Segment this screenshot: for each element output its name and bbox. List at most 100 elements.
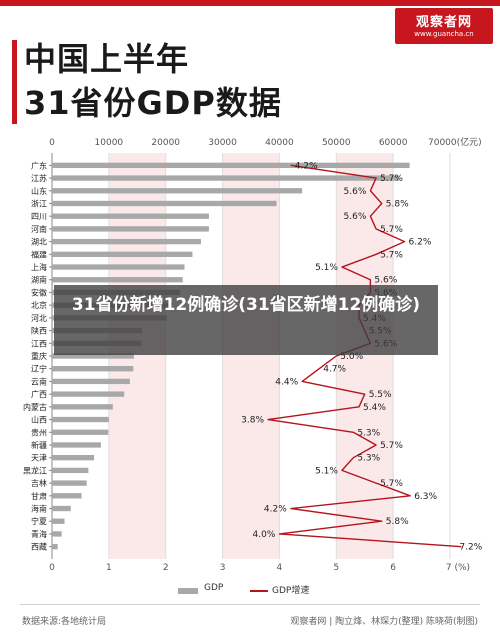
gdp-bar <box>52 175 399 181</box>
gdp-bar <box>52 429 109 435</box>
category-label: 山西 <box>31 415 47 425</box>
growth-value-label: 5.3% <box>357 428 380 438</box>
growth-value-label: 5.6% <box>344 187 367 197</box>
category-label: 贵州 <box>31 427 47 437</box>
category-label: 陕西 <box>31 326 47 336</box>
gdp-bar <box>52 277 183 283</box>
category-label: 北京 <box>31 300 47 310</box>
category-label: 湖北 <box>31 238 47 247</box>
growth-value-label: 6.2% <box>409 238 432 248</box>
category-label: 浙江 <box>31 198 47 208</box>
gdp-bar <box>52 531 62 537</box>
gdp-bar <box>52 391 125 397</box>
category-label: 四川 <box>31 212 47 221</box>
growth-line <box>267 164 462 548</box>
top-accent-bar <box>0 0 500 6</box>
growth-value-label: 5.1% <box>315 466 338 476</box>
top-axis-tick-label: 30000 <box>208 138 237 148</box>
growth-value-label: 5.4% <box>363 403 386 413</box>
legend-gdp-label: GDP <box>204 583 224 593</box>
top-axis-tick-label: 70000(亿元) <box>428 136 482 148</box>
growth-value-label: 3.8% <box>241 416 264 426</box>
gdp-bar <box>52 251 193 257</box>
category-label: 江西 <box>31 339 47 348</box>
brand-name: 观察者网 <box>415 15 472 30</box>
category-label: 吉林 <box>31 478 47 488</box>
gdp-bar <box>52 200 277 207</box>
footer-source: 数据来源:各地统计局 <box>22 617 107 627</box>
growth-value-label: 5.7% <box>380 250 403 260</box>
top-axis-tick-label: 20000 <box>151 138 180 148</box>
top-axis-tick-label: 0 <box>49 138 55 148</box>
top-axis-tick-label: 10000 <box>95 138 124 148</box>
category-label: 广西 <box>31 389 47 399</box>
footer-credit: 观察者网 | 陶立烽、林琛力(整理) 陈晓荷(制图) <box>290 617 478 627</box>
growth-value-label: 5.7% <box>380 225 403 235</box>
chart-title-line1: 中国上半年 <box>24 40 190 78</box>
category-label: 福建 <box>31 249 47 259</box>
growth-value-label: 5.7% <box>380 441 403 451</box>
gdp-bar <box>52 213 209 219</box>
category-label: 青海 <box>31 529 47 539</box>
gdp-bar <box>52 404 113 410</box>
growth-value-label: 5.7% <box>380 479 403 489</box>
brand-logo: 观察者网 www.guancha.cn <box>395 8 493 44</box>
gdp-bar <box>52 378 130 385</box>
growth-value-label: 5.6% <box>374 276 397 286</box>
top-axis-tick-label: 50000 <box>322 138 351 148</box>
brand-url: www.guancha.cn <box>414 30 474 38</box>
bottom-axis-tick-label: 0 <box>49 563 55 573</box>
grid-band <box>336 153 394 559</box>
gdp-bar <box>52 442 101 448</box>
category-label: 天津 <box>31 453 47 463</box>
overlay-caption: 31省份新增12例确诊(31省区新增12例确诊) <box>54 285 438 355</box>
gdp-bar <box>52 480 87 486</box>
category-label: 湖南 <box>31 275 47 285</box>
growth-value-label: 5.1% <box>315 263 338 273</box>
gdp-bar <box>52 543 58 550</box>
gdp-bar <box>52 162 410 169</box>
bottom-axis-tick-label: 4 <box>277 563 283 573</box>
category-label: 甘肃 <box>31 491 47 501</box>
gdp-bar <box>52 366 134 372</box>
category-label: 河北 <box>31 313 47 323</box>
top-axis-tick-label: 60000 <box>379 138 408 148</box>
bottom-axis-tick-label: 7 (%) <box>446 563 470 573</box>
bottom-axis-tick-label: 6 <box>390 563 396 573</box>
gdp-bar <box>52 238 201 245</box>
bottom-axis-tick-label: 2 <box>163 563 169 573</box>
category-label: 山东 <box>31 186 47 196</box>
growth-value-label: 4.7% <box>323 365 346 375</box>
growth-value-label: 6.3% <box>414 492 437 502</box>
category-label: 西藏 <box>31 542 47 552</box>
gdp-bar <box>52 518 65 524</box>
category-label: 新疆 <box>31 440 47 450</box>
gdp-bar <box>52 226 209 232</box>
gdp-bar <box>52 353 134 359</box>
legend-growth-label: GDP增速 <box>272 586 310 596</box>
bottom-axis-tick-label: 5 <box>333 563 339 573</box>
growth-value-label: 5.8% <box>386 517 409 527</box>
gdp-bar <box>52 505 71 512</box>
gdp-bar <box>52 416 109 423</box>
growth-value-label: 5.8% <box>386 199 409 209</box>
growth-value-label: 4.4% <box>275 377 298 387</box>
bottom-axis-tick-label: 1 <box>106 563 112 573</box>
category-label: 江苏 <box>31 173 47 183</box>
legend-growth-swatch <box>250 590 268 592</box>
grid-band <box>222 153 280 559</box>
legend-gdp-swatch <box>178 588 198 594</box>
category-label: 云南 <box>31 376 47 386</box>
top-axis-tick-label: 40000 <box>265 138 294 148</box>
growth-value-label: 7.2% <box>459 543 482 553</box>
category-label: 内蒙古 <box>23 402 47 412</box>
category-label: 河南 <box>31 224 47 234</box>
growth-value-label: 5.6% <box>344 212 367 222</box>
growth-value-label: 4.2% <box>295 161 318 171</box>
category-label: 黑龙江 <box>23 465 47 475</box>
category-label: 宁夏 <box>31 516 47 526</box>
category-label: 广东 <box>31 160 47 170</box>
gdp-bar <box>52 188 303 194</box>
category-label: 辽宁 <box>31 364 47 374</box>
